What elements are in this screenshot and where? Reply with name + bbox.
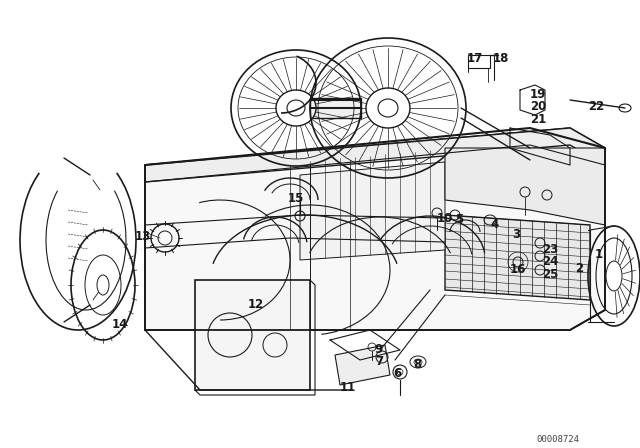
Text: 15: 15 bbox=[288, 192, 305, 205]
Polygon shape bbox=[310, 98, 361, 118]
Polygon shape bbox=[468, 55, 490, 68]
Polygon shape bbox=[145, 128, 605, 330]
Ellipse shape bbox=[606, 261, 622, 291]
Text: 3: 3 bbox=[512, 228, 520, 241]
Text: 11: 11 bbox=[340, 381, 356, 394]
Text: 1: 1 bbox=[595, 248, 603, 261]
Text: 12: 12 bbox=[248, 298, 264, 311]
Text: 21: 21 bbox=[530, 113, 547, 126]
Text: 16: 16 bbox=[510, 263, 526, 276]
Text: 8: 8 bbox=[413, 358, 421, 371]
Text: 23: 23 bbox=[542, 243, 558, 256]
Text: 22: 22 bbox=[588, 100, 604, 113]
Text: 17: 17 bbox=[467, 52, 483, 65]
Polygon shape bbox=[195, 280, 310, 390]
Text: 00008724: 00008724 bbox=[536, 435, 579, 444]
Polygon shape bbox=[300, 162, 445, 260]
Text: 4: 4 bbox=[490, 218, 499, 231]
Text: 19: 19 bbox=[530, 88, 547, 101]
Text: 6: 6 bbox=[393, 367, 401, 380]
Text: 2: 2 bbox=[575, 262, 583, 275]
Polygon shape bbox=[145, 128, 605, 182]
Text: 5: 5 bbox=[455, 213, 463, 226]
Text: 18: 18 bbox=[493, 52, 509, 65]
Polygon shape bbox=[335, 345, 390, 385]
Ellipse shape bbox=[378, 99, 398, 117]
Text: 25: 25 bbox=[542, 268, 558, 281]
Ellipse shape bbox=[287, 100, 305, 116]
Text: 9: 9 bbox=[374, 343, 382, 356]
Text: 13: 13 bbox=[135, 230, 151, 243]
Text: 20: 20 bbox=[530, 100, 547, 113]
Polygon shape bbox=[445, 148, 605, 225]
Text: 14: 14 bbox=[112, 318, 129, 331]
Text: 7: 7 bbox=[375, 355, 383, 368]
Polygon shape bbox=[445, 215, 590, 300]
Ellipse shape bbox=[97, 275, 109, 295]
Text: 24: 24 bbox=[542, 255, 558, 268]
Text: 10: 10 bbox=[437, 212, 453, 225]
